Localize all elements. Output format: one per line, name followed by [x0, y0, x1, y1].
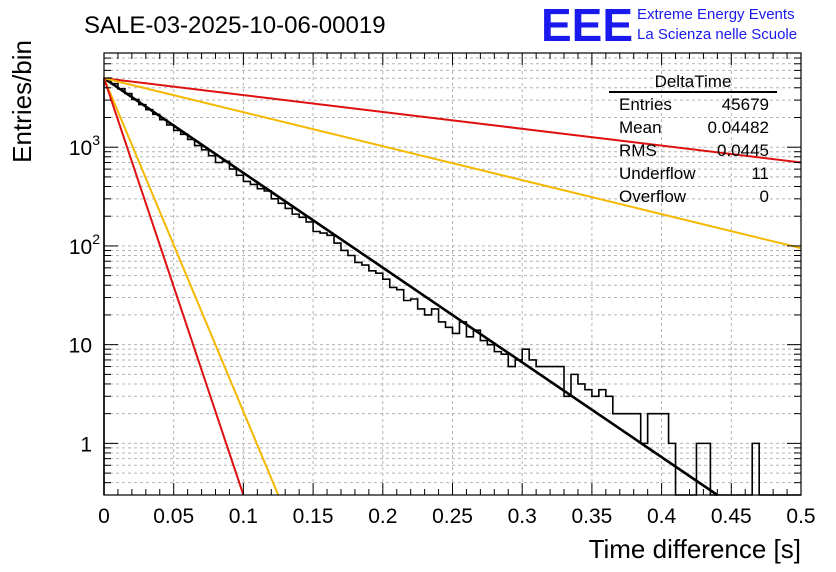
x-tick-label: 0.1 [229, 505, 258, 528]
x-axis-label: Time difference [s] [589, 534, 801, 564]
y-tick-label: 10 [69, 335, 92, 358]
eee-logo: EEE Extreme Energy Events La Scienza nel… [541, 0, 797, 51]
y-axis-label: Entries/bin [7, 40, 37, 163]
grid [104, 52, 801, 496]
x-tick-label: 0.15 [293, 505, 334, 528]
x-tick-label: 0.2 [368, 505, 397, 528]
fit-curve-lower-red [103, 77, 245, 496]
fit-curve-lower-yellow [103, 77, 280, 496]
y-tick-label-exponent: 3 [92, 132, 100, 148]
y-tick-label-base: 10 [69, 236, 92, 259]
x-tick-label: 0.45 [711, 505, 752, 528]
fit-curve-fit [103, 77, 719, 497]
logo-line-2: La Scienza nelle Scuole [637, 26, 797, 43]
y-tick-label-base: 10 [69, 137, 92, 160]
stats-value: 11 [751, 164, 769, 183]
y-tick-label: 102 [69, 231, 100, 259]
x-tick-label: 0.35 [571, 505, 612, 528]
stats-value: 0.0445 [717, 141, 769, 160]
logo-mark: EEE [541, 0, 633, 51]
fit-curve-upper-red [103, 77, 802, 164]
axis-ticks [103, 52, 802, 496]
x-tick-label: 0.4 [647, 505, 677, 528]
stats-title: DeltaTime [655, 72, 732, 91]
x-tick-label: 0 [98, 505, 110, 528]
stats-value: 45679 [722, 95, 769, 114]
y-tick-label: 103 [69, 132, 100, 160]
stats-label: RMS [619, 141, 657, 160]
stats-label: Entries [619, 95, 672, 114]
x-tick-labels: 0 0.05 0.1 0.15 0.2 0.25 0.3 0.35 0.4 0.45 0.5 [98, 505, 815, 528]
x-tick-label: 0.5 [786, 505, 815, 528]
logo-line-1: Extreme Energy Events [637, 6, 795, 23]
stats-value: 0 [760, 187, 769, 206]
chart-title: SALE-03-2025-10-06-00019 [84, 12, 386, 39]
y-tick-label-exponent: 2 [92, 231, 100, 247]
stats-label: Overflow [619, 187, 687, 206]
fit-curve-upper-yellow [103, 77, 802, 250]
stats-label: Mean [619, 118, 662, 137]
x-tick-label: 0.25 [432, 505, 473, 528]
x-tick-label: 0.05 [153, 505, 194, 528]
y-tick-label-base: 10 [69, 335, 92, 358]
stats-label: Underflow [619, 164, 696, 183]
x-tick-label: 0.3 [508, 505, 537, 528]
fit-curves [103, 77, 802, 497]
y-tick-label-base: 1 [80, 433, 92, 456]
stats-value: 0.04482 [708, 118, 769, 137]
stats-rows: Entries 45679 Mean 0.04482 RMS 0.0445 Underflo… [619, 95, 769, 206]
y-tick-label: 1 [80, 433, 92, 456]
stats-box: DeltaTime Entries 45679 Mean 0.04482 RMS 0.04… [609, 72, 777, 206]
